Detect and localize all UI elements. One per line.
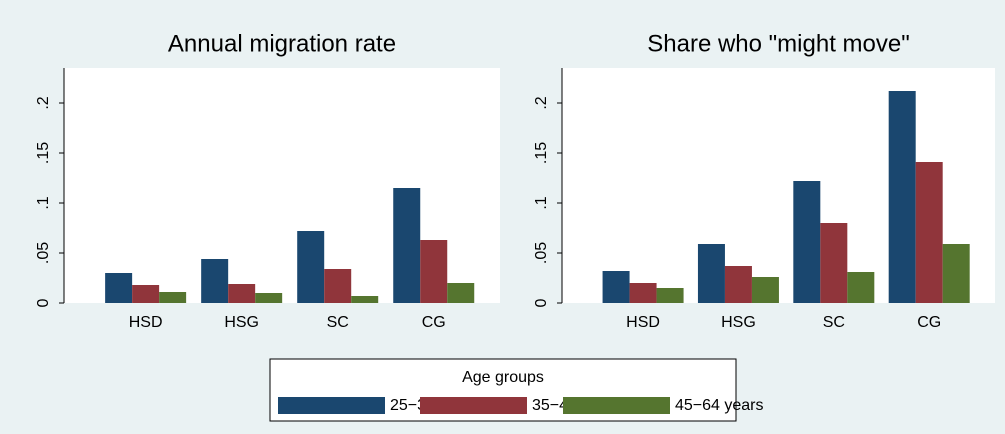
bar	[420, 240, 448, 303]
legend-swatch	[278, 397, 385, 414]
bar	[105, 273, 133, 303]
y-tick-label: 0	[35, 298, 52, 307]
bar	[324, 269, 352, 303]
y-tick-label: .2	[533, 96, 550, 109]
bar	[656, 288, 684, 303]
legend-swatch	[420, 397, 527, 414]
bar	[888, 91, 916, 303]
chart-title: Share who "might move"	[647, 30, 910, 57]
bar	[942, 244, 970, 303]
y-tick-label: .15	[533, 142, 550, 164]
x-tick-label: CG	[917, 314, 941, 331]
y-tick-label: .1	[35, 196, 52, 209]
bar	[847, 272, 875, 303]
y-tick-label: .15	[35, 142, 52, 164]
bar	[629, 283, 657, 303]
y-tick-label: .05	[533, 242, 550, 264]
x-tick-label: SC	[327, 314, 349, 331]
bar	[793, 181, 821, 303]
bar	[602, 271, 630, 303]
y-tick-label: .05	[35, 242, 52, 264]
bar	[201, 259, 229, 303]
bar	[447, 283, 475, 303]
y-tick-label: .2	[35, 96, 52, 109]
x-tick-label: CG	[422, 314, 446, 331]
x-tick-label: HSG	[721, 314, 756, 331]
x-tick-label: HSD	[626, 314, 660, 331]
y-tick-label: 0	[533, 298, 550, 307]
legend-title: Age groups	[462, 369, 544, 386]
x-tick-label: HSG	[224, 314, 259, 331]
bar	[351, 296, 379, 303]
x-tick-label: SC	[823, 314, 845, 331]
legend-label: 45−64 years	[675, 397, 764, 414]
bar	[724, 266, 752, 303]
bar	[393, 188, 421, 303]
bar	[697, 244, 725, 303]
x-tick-label: HSD	[129, 314, 163, 331]
bar	[132, 285, 160, 303]
legend-swatch	[563, 397, 670, 414]
bar	[255, 293, 283, 303]
bar	[228, 284, 256, 303]
bar	[820, 223, 848, 303]
bar	[159, 292, 187, 303]
chart-title: Annual migration rate	[168, 30, 396, 57]
bar	[751, 277, 779, 303]
y-tick-label: .1	[533, 196, 550, 209]
bar	[915, 162, 943, 303]
bar	[297, 231, 325, 303]
